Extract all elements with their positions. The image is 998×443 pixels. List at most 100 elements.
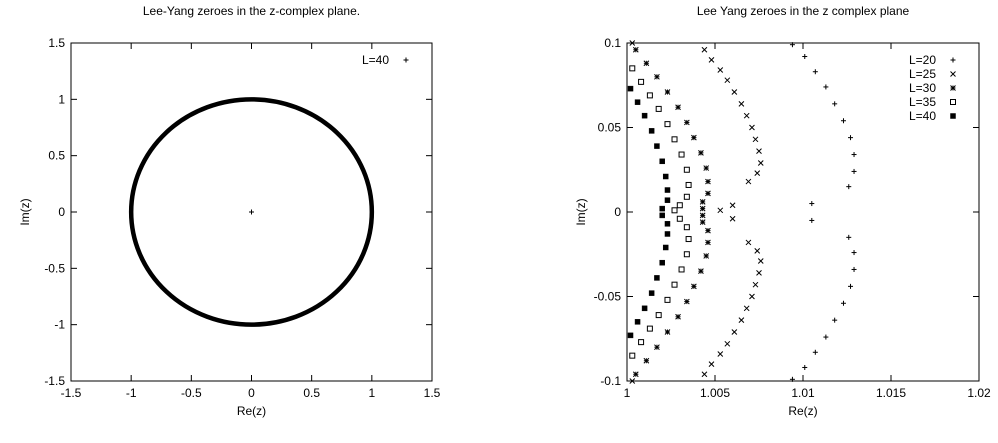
data-point xyxy=(659,205,665,212)
y-tick-label: 0.5 xyxy=(48,149,65,163)
data-point xyxy=(717,67,724,73)
x-tick-label: 1.015 xyxy=(876,386,906,400)
data-point xyxy=(701,46,708,53)
data-point xyxy=(724,77,731,84)
data-point xyxy=(745,178,752,185)
data-point xyxy=(632,371,639,378)
data-point xyxy=(664,121,671,128)
data-point xyxy=(675,104,681,111)
data-point xyxy=(789,42,795,48)
y-tick-label: -1.5 xyxy=(44,374,65,388)
series-l-40 xyxy=(627,85,671,339)
data-point xyxy=(641,112,648,119)
y-tick-label: 1 xyxy=(58,92,65,106)
data-point xyxy=(699,205,706,212)
data-point xyxy=(691,283,697,290)
data-point xyxy=(634,319,641,325)
data-point xyxy=(729,215,736,222)
data-point xyxy=(664,296,671,303)
data-point xyxy=(683,193,690,200)
data-point xyxy=(655,312,662,319)
x-tick-label: -0.5 xyxy=(181,386,202,400)
data-point xyxy=(789,376,795,382)
series-l-25 xyxy=(629,40,764,384)
data-point xyxy=(671,281,678,288)
x-tick-label: 0.5 xyxy=(303,386,320,400)
x-tick-label: 1.005 xyxy=(700,386,730,400)
data-point xyxy=(654,275,660,281)
data-point xyxy=(840,118,846,124)
legend-marker xyxy=(403,57,409,63)
data-point xyxy=(731,89,738,95)
y-tick-label: -0.05 xyxy=(594,290,622,304)
data-point xyxy=(703,253,710,259)
data-point xyxy=(638,78,645,85)
data-point xyxy=(731,329,738,335)
data-point xyxy=(632,46,639,53)
data-point xyxy=(683,298,690,305)
data-point xyxy=(655,105,662,112)
data-point xyxy=(851,152,857,158)
data-point xyxy=(743,112,750,119)
data-point xyxy=(683,166,690,173)
data-point xyxy=(756,269,762,276)
data-point xyxy=(846,184,852,190)
data-point xyxy=(671,207,678,214)
data-point xyxy=(705,178,711,185)
data-point xyxy=(685,236,692,243)
data-point xyxy=(749,124,755,131)
data-point xyxy=(664,89,671,95)
data-point xyxy=(754,170,761,176)
zero-circle xyxy=(128,97,375,327)
y-tick-label: 0.05 xyxy=(598,121,622,135)
data-point xyxy=(627,85,634,92)
data-point xyxy=(757,258,764,264)
data-point xyxy=(851,168,857,174)
legend-label: L=30 xyxy=(909,81,936,95)
data-point xyxy=(629,378,636,384)
legend-marker xyxy=(950,113,956,119)
data-point xyxy=(745,239,752,246)
x-tick-label: -1.5 xyxy=(61,386,82,400)
data-point xyxy=(756,148,762,155)
chart-title: Lee Yang zeroes in the z complex plane xyxy=(697,4,910,18)
legend-marker xyxy=(950,71,956,77)
data-point xyxy=(749,293,755,300)
data-point xyxy=(648,128,655,134)
data-point xyxy=(664,187,671,193)
data-point xyxy=(812,349,818,355)
data-point xyxy=(717,207,724,214)
data-point xyxy=(634,99,641,105)
chart-right-lee-yang-zoom: Lee Yang zeroes in the z complex plane 1 1… xyxy=(574,4,991,418)
data-point xyxy=(643,357,650,364)
plot-area xyxy=(627,40,857,384)
data-point xyxy=(698,149,704,156)
y-tick-label: -1 xyxy=(54,318,65,332)
data-point xyxy=(705,239,711,246)
legend-label: L=25 xyxy=(909,67,936,81)
data-point xyxy=(654,344,660,351)
series-l-30 xyxy=(632,46,711,378)
data-point xyxy=(729,202,736,209)
data-point xyxy=(848,283,854,289)
y-axis-label: Im(z) xyxy=(574,198,588,225)
data-point xyxy=(654,73,660,80)
series-l-35 xyxy=(629,65,692,359)
data-point xyxy=(646,92,653,99)
data-point xyxy=(738,317,745,324)
data-point xyxy=(840,300,846,306)
data-point xyxy=(683,224,690,231)
data-point xyxy=(654,143,660,149)
data-point xyxy=(646,325,653,332)
data-point xyxy=(648,290,655,296)
data-point xyxy=(802,364,808,370)
data-point xyxy=(629,65,636,72)
y-tick-label: 0.1 xyxy=(604,36,621,50)
data-point xyxy=(643,60,650,67)
legend-marker xyxy=(950,99,956,105)
y-tick-label: 0 xyxy=(614,205,621,219)
data-point xyxy=(754,248,761,254)
data-point xyxy=(705,190,711,197)
legend-label: L=35 xyxy=(909,95,936,109)
series-l-40 xyxy=(128,97,375,327)
